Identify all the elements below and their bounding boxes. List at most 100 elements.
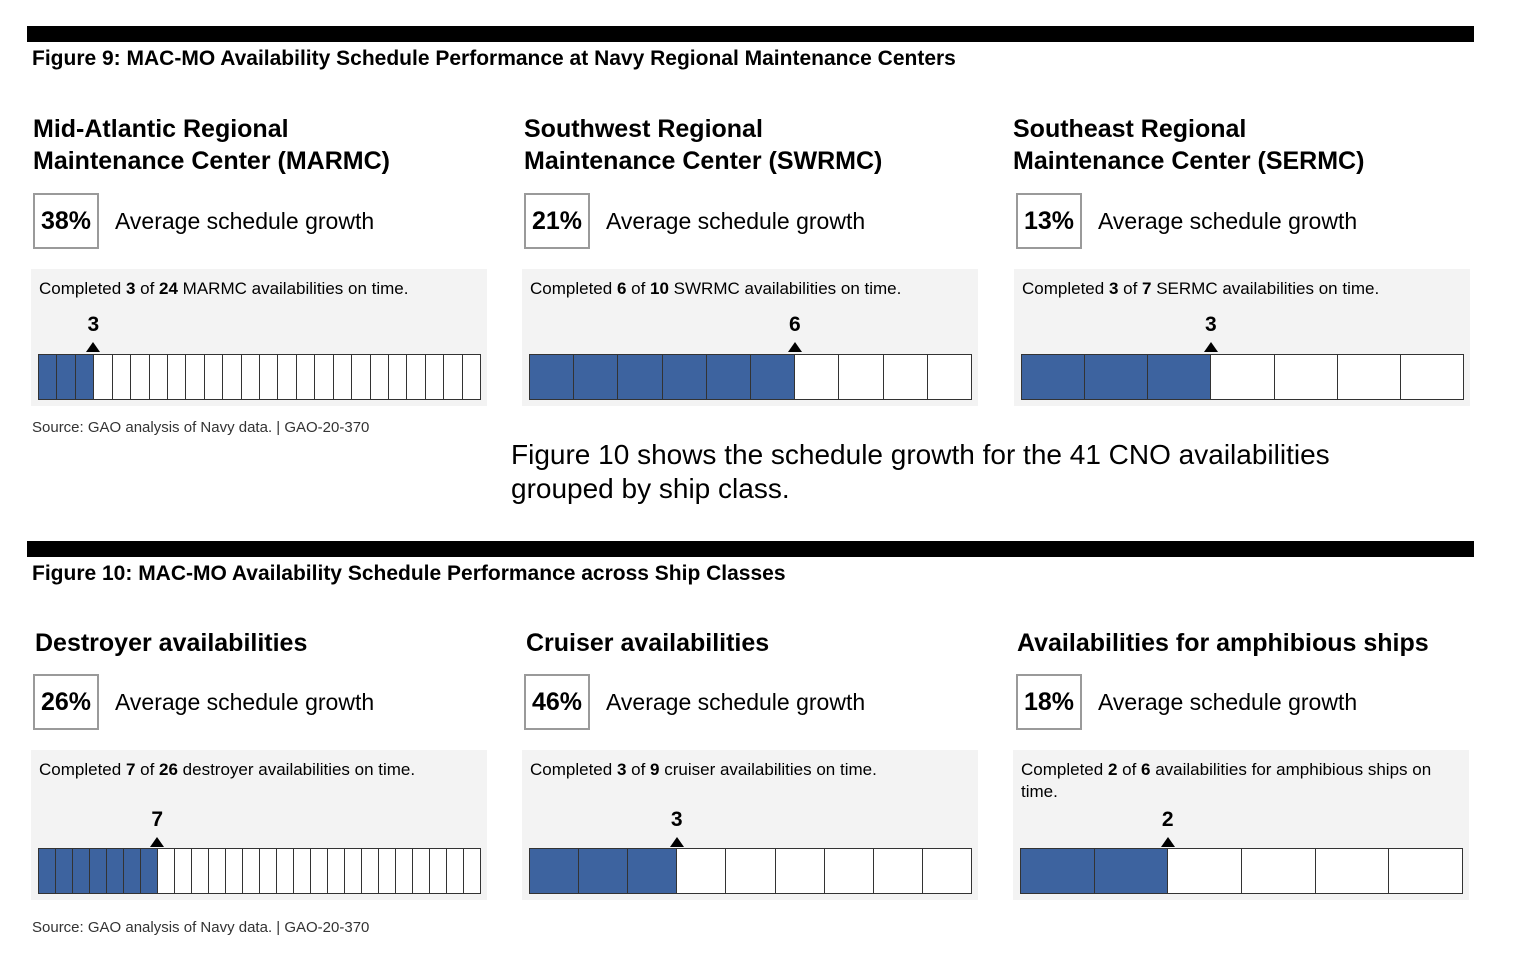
completed-availability-cell (1021, 849, 1094, 893)
caption-prefix: Completed (1022, 279, 1109, 298)
completion-boxes (38, 354, 481, 400)
remaining-availability-cell (148, 355, 167, 399)
caption-prefix: Completed (39, 279, 126, 298)
caption-completed: 7 (125, 760, 136, 779)
remaining-availability-cell (351, 355, 369, 399)
remaining-availability-cell (361, 849, 378, 893)
growth-percent-box: 26% (33, 674, 99, 730)
heading-line: Maintenance Center (MARMC) (33, 147, 390, 175)
remaining-availability-cell (208, 849, 225, 893)
figure-9-title: Figure 9: MAC-MO Availability Schedule P… (32, 47, 956, 70)
growth-percent-box: 13% (1016, 193, 1082, 249)
completion-caption: Completed 3 of 7 SERMC availabilities on… (1022, 278, 1452, 300)
completion-marker-label: 3 (670, 808, 683, 831)
remaining-availability-cell (1273, 355, 1337, 399)
completion-boxes (1021, 354, 1464, 400)
sermc-heading: Southeast Regional Maintenance Center (S… (1013, 113, 1364, 177)
caption-suffix: availabilities for amphibious ships on t… (1021, 760, 1432, 801)
completed-availability-cell (530, 849, 579, 893)
caption-prefix: Completed (39, 760, 126, 779)
marmc-completion-panel: Completed 3 of 24 MARMC availabilities o… (31, 269, 487, 406)
caption-completed: 2 (1107, 760, 1118, 779)
marker-triangle-icon (1160, 837, 1175, 847)
figure-9-rule (27, 26, 1474, 42)
caption-total: 10 (650, 279, 669, 298)
caption-mid: of (626, 279, 651, 298)
caption-total: 6 (1141, 760, 1151, 779)
remaining-availability-cell (314, 355, 332, 399)
completed-availability-cell (573, 355, 618, 399)
growth-percent-box: 38% (33, 193, 99, 249)
remaining-availability-cell (277, 355, 295, 399)
caption-suffix: destroyer availabilities on time. (177, 760, 416, 779)
remaining-availability-cell (406, 355, 424, 399)
remaining-availability-cell (463, 849, 480, 893)
caption-total: 24 (159, 279, 178, 298)
remaining-availability-cell (327, 849, 344, 893)
heading-line: Destroyer availabilities (35, 629, 308, 657)
caption-completed: 3 (125, 279, 136, 298)
swrmc-heading: Southwest Regional Maintenance Center (S… (524, 113, 882, 177)
remaining-availability-cell (412, 849, 429, 893)
remaining-availability-cell (1399, 355, 1463, 399)
completed-availability-cell (74, 355, 94, 399)
caption-total: 9 (650, 760, 660, 779)
remaining-availability-cell (225, 849, 242, 893)
heading-line: Cruiser availabilities (526, 629, 770, 657)
heading-line: Availabilities for amphibious ships (1017, 629, 1429, 657)
heading-line: Southwest Regional (524, 115, 763, 143)
caption-prefix: Completed (1021, 760, 1108, 779)
completion-marker-label: 7 (151, 808, 164, 831)
completed-availability-cell (123, 849, 140, 893)
remaining-availability-cell (443, 355, 461, 399)
remaining-availability-cell (293, 849, 310, 893)
completed-availability-cell (140, 849, 157, 893)
caption-total: 26 (159, 760, 178, 779)
figure-9-source: Source: GAO analysis of Navy data. | GAO… (32, 419, 370, 436)
remaining-availability-cell (424, 355, 443, 399)
remaining-availability-cell (446, 849, 463, 893)
remaining-availability-cell (388, 355, 406, 399)
completed-availability-cell (39, 355, 57, 399)
marker-triangle-icon (150, 837, 165, 847)
completed-availability-cell (530, 355, 574, 399)
remaining-availability-cell (222, 355, 240, 399)
growth-label: Average schedule growth (115, 688, 375, 715)
growth-label: Average schedule growth (1098, 688, 1358, 715)
remaining-availability-cell (191, 849, 208, 893)
remaining-availability-cell (332, 355, 351, 399)
marker-triangle-icon (1203, 342, 1218, 352)
amphibious-completion-panel: Completed 2 of 6 availabilities for amph… (1013, 750, 1469, 900)
cruiser-completion-panel: Completed 3 of 9 cruiser availabilities … (522, 750, 978, 900)
remaining-availability-cell (295, 355, 314, 399)
caption-prefix: Completed (530, 760, 617, 779)
remaining-availability-cell (93, 355, 111, 399)
completion-boxes (529, 354, 972, 400)
caption-suffix: MARMC availabilities on time. (177, 279, 409, 298)
heading-line: Mid-Atlantic Regional (33, 115, 289, 143)
remaining-availability-cell (461, 355, 480, 399)
growth-label: Average schedule growth (606, 207, 866, 234)
remaining-availability-cell (1210, 355, 1273, 399)
caption-suffix: cruiser availabilities on time. (659, 760, 877, 779)
destroyer-growth: 26% Average schedule growth (33, 674, 374, 730)
caption-suffix: SWRMC availabilities on time. (668, 279, 902, 298)
caption-completed: 3 (616, 760, 627, 779)
remaining-availability-cell (838, 355, 882, 399)
completed-availability-cell (72, 849, 89, 893)
completed-availability-cell (578, 849, 628, 893)
remaining-availability-cell (1314, 849, 1389, 893)
remaining-availability-cell (174, 849, 191, 893)
remaining-availability-cell (395, 849, 412, 893)
completed-availability-cell (56, 355, 75, 399)
remaining-availability-cell (166, 355, 185, 399)
remaining-availability-cell (794, 355, 838, 399)
body-paragraph: Figure 10 shows the schedule growth for … (511, 439, 1330, 504)
remaining-availability-cell (369, 355, 388, 399)
remaining-availability-cell (676, 849, 725, 893)
sermc-growth: 13% Average schedule growth (1016, 193, 1357, 249)
completed-availability-cell (750, 355, 795, 399)
remaining-availability-cell (1167, 849, 1241, 893)
swrmc-growth: 21% Average schedule growth (524, 193, 865, 249)
remaining-availability-cell (276, 849, 293, 893)
